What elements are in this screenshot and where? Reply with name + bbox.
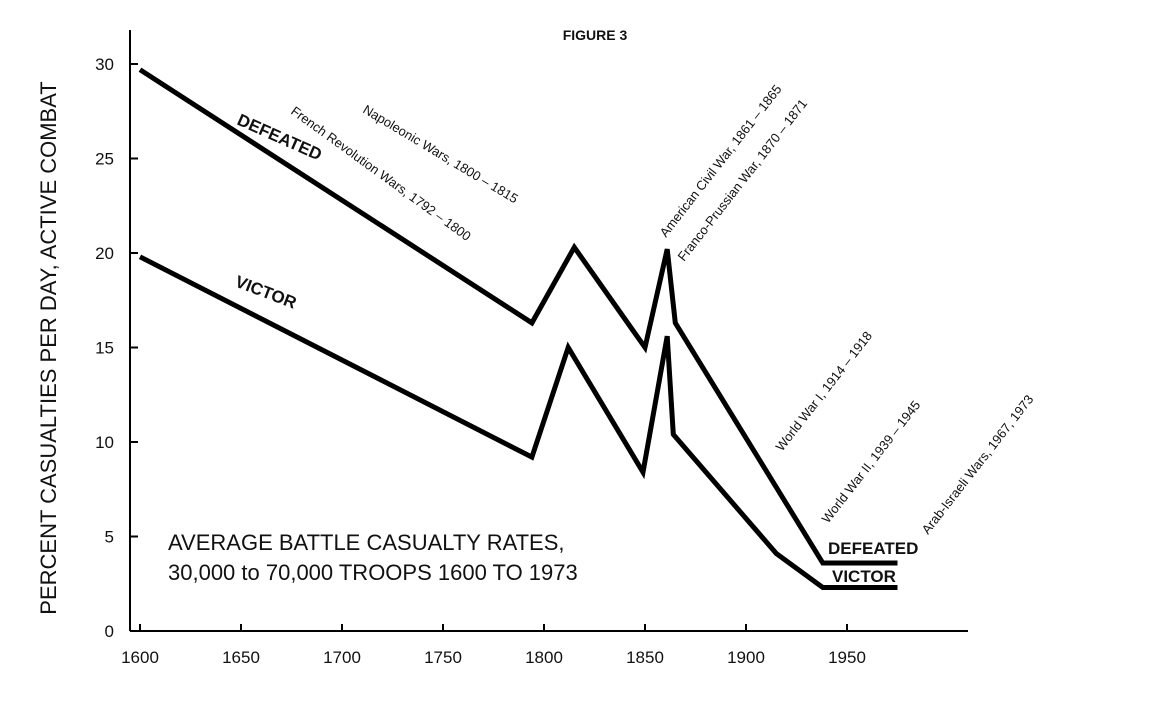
x-tick-label: 1700 — [323, 648, 361, 667]
annotation-napoleonic: Napoleonic Wars, 1800 – 1815 — [360, 102, 520, 207]
x-tick-label: 1900 — [727, 648, 765, 667]
annotation-ww2: World War II, 1939 – 1945 — [819, 398, 924, 526]
series-line-victor — [138, 254, 898, 590]
y-tick-label: 0 — [105, 622, 114, 641]
annotation-ww1: World War I, 1914 – 1918 — [773, 328, 876, 453]
y-axis-label: PERCENT CASUALTIES PER DAY, ACTIVE COMBA… — [36, 81, 61, 614]
chart-title: FIGURE 3 — [563, 27, 628, 43]
y-tick-label: 20 — [95, 244, 114, 263]
y-tick-label: 30 — [95, 55, 114, 74]
series-line-defeated — [138, 67, 898, 566]
x-tick-label: 1800 — [525, 648, 563, 667]
note-line-2: 30,000 to 70,000 TROOPS 1600 TO 1973 — [168, 560, 578, 585]
y-tick-label: 10 — [95, 433, 114, 452]
x-tick-label: 1850 — [626, 648, 664, 667]
series-label-victor-right: VICTOR — [832, 567, 896, 586]
y-tick-label: 25 — [95, 150, 114, 169]
series-label-defeated-right: DEFEATED — [828, 539, 918, 558]
x-tick-label: 1650 — [222, 648, 260, 667]
x-tick-label: 1600 — [121, 648, 159, 667]
annotation-arab-israeli: Arab-Israeli Wars, 1967, 1973 — [919, 392, 1037, 537]
note-line-1: AVERAGE BATTLE CASUALTY RATES, — [168, 530, 565, 555]
y-tick-label: 15 — [95, 339, 114, 358]
y-tick-label: 5 — [105, 528, 114, 547]
x-tick-label: 1750 — [424, 648, 462, 667]
x-tick-label: 1950 — [828, 648, 866, 667]
